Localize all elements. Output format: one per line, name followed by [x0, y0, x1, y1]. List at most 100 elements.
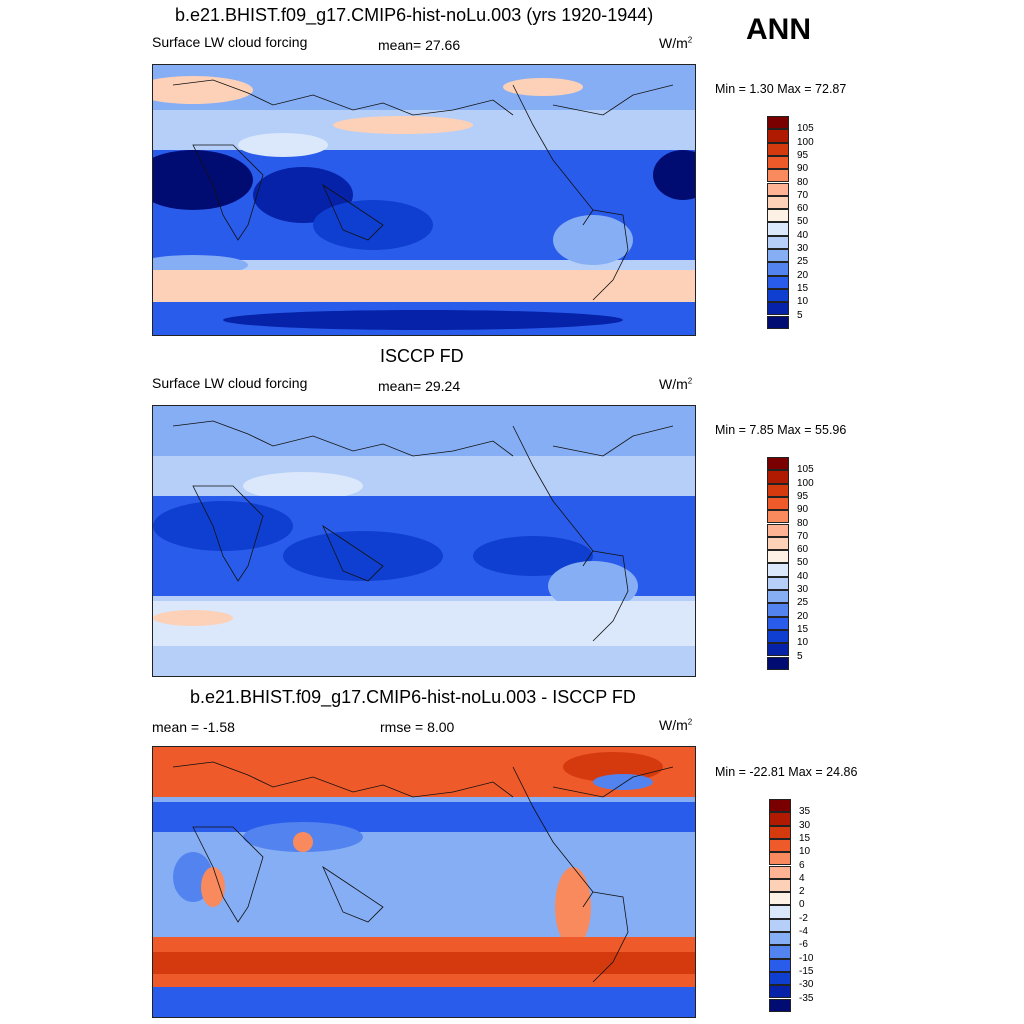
colorbar-swatch [767, 275, 789, 289]
colorbar-swatch [767, 523, 789, 537]
colorbar-tick-label: -30 [799, 979, 814, 991]
colorbar-swatch [767, 496, 789, 511]
panel2-units: W/m2 [659, 376, 693, 392]
colorbar-tick-label: 60 [797, 203, 809, 215]
colorbar-tick-label: 100 [797, 136, 814, 148]
colorbar-tick-label: -35 [799, 992, 814, 1004]
panel3-mean-label: mean = -1.58 [152, 719, 235, 735]
colorbar-tick-label: 80 [797, 517, 809, 529]
colorbar-swatch [767, 510, 789, 524]
colorbar-swatch [767, 563, 789, 577]
colorbar-tick-label: 50 [797, 557, 809, 569]
colorbar-swatch [767, 288, 789, 303]
colorbar-swatch [767, 249, 789, 263]
colorbar-tick-label: 20 [797, 269, 809, 281]
panel3-title: b.e21.BHIST.f09_g17.CMIP6-hist-noLu.003 … [190, 687, 636, 707]
panel2-colorbar: 105 100 95 90 80 70 60 50 40 30 25 20 15 10 5 [767, 457, 827, 670]
panel1-map [152, 64, 696, 336]
panel2-title: ISCCP FD [380, 346, 464, 366]
colorbar-tick-label: 5 [797, 309, 803, 321]
colorbar-swatch [769, 918, 791, 932]
colorbar-tick-label: 90 [797, 163, 809, 175]
colorbar-tick-label: 6 [799, 859, 805, 871]
colorbar-tick-label: 100 [797, 477, 814, 489]
colorbar-tick-label: 40 [797, 229, 809, 241]
panel2-map-canvas [153, 406, 695, 676]
colorbar-tick-label: -2 [799, 912, 808, 924]
colorbar-tick-label: 60 [797, 544, 809, 556]
panel1-colorbar: 105 100 95 90 80 70 60 50 40 30 25 20 15 10 5 [767, 116, 827, 329]
colorbar-tick-label: 25 [797, 597, 809, 609]
colorbar-swatch [767, 302, 789, 316]
colorbar-tick-label: 70 [797, 189, 809, 201]
colorbar-tick-label: 70 [797, 530, 809, 542]
colorbar-swatch [767, 457, 789, 471]
colorbar-swatch [769, 865, 791, 879]
colorbar-swatch [767, 209, 789, 223]
colorbar-swatch [767, 222, 789, 236]
colorbar-tick-label: 5 [797, 650, 803, 662]
colorbar-tick-label: -10 [799, 952, 814, 964]
colorbar-swatch [767, 616, 789, 630]
colorbar-tick-label: 30 [797, 243, 809, 254]
colorbar-tick-label: 25 [797, 256, 809, 268]
colorbar-tick-label: 80 [797, 176, 809, 188]
colorbar-swatch [767, 129, 789, 143]
colorbar-swatch [769, 971, 791, 986]
season-label: ANN [746, 13, 811, 46]
colorbar-swatch [767, 576, 789, 590]
colorbar-tick-label: -6 [799, 939, 808, 951]
colorbar-swatch [769, 799, 791, 813]
colorbar-tick-label: 15 [797, 623, 809, 635]
panel2-minmax: Min = 7.85 Max = 55.96 [715, 423, 847, 437]
colorbar-swatch [767, 235, 789, 249]
colorbar-tick-label: 95 [797, 149, 809, 161]
colorbar-swatch [769, 812, 791, 826]
panel3-map-canvas [153, 747, 695, 1017]
colorbar-swatch [767, 116, 789, 130]
colorbar-swatch [769, 878, 791, 893]
colorbar-tick-label: -4 [799, 926, 808, 937]
colorbar-tick-label: 4 [799, 872, 805, 884]
colorbar-swatch [769, 852, 791, 866]
colorbar-tick-label: 50 [797, 216, 809, 228]
colorbar-tick-label: 15 [799, 832, 811, 844]
colorbar-tick-label: 105 [797, 464, 814, 476]
colorbar-swatch [767, 169, 789, 183]
colorbar-swatch [767, 590, 789, 604]
colorbar-swatch [767, 603, 789, 617]
panel2-map [152, 405, 696, 677]
colorbar-tick-label: 40 [797, 570, 809, 582]
colorbar-tick-label: 10 [797, 296, 809, 308]
colorbar-swatch [767, 155, 789, 170]
colorbar-tick-label: -15 [799, 965, 814, 977]
panel1-title: b.e21.BHIST.f09_g17.CMIP6-hist-noLu.003 … [175, 5, 654, 25]
panel3-map [152, 746, 696, 1018]
colorbar-tick-label: 105 [797, 123, 814, 135]
colorbar-tick-label: 30 [799, 819, 811, 831]
panel1-units: W/m2 [659, 35, 693, 51]
colorbar-swatch [767, 195, 789, 210]
colorbar-swatch [769, 905, 791, 919]
panel3-rmse-label: rmse = 8.00 [380, 719, 455, 735]
colorbar-swatch [767, 142, 789, 156]
panel1-mean-label: mean= 27.66 [378, 37, 461, 53]
panel1-minmax: Min = 1.30 Max = 72.87 [715, 82, 847, 96]
colorbar-tick-label: 35 [799, 806, 811, 818]
colorbar-swatch [767, 470, 789, 484]
colorbar-swatch [769, 838, 791, 853]
colorbar-swatch [767, 262, 789, 276]
colorbar-swatch [769, 998, 791, 1012]
colorbar-swatch [767, 550, 789, 564]
colorbar-swatch [769, 825, 791, 839]
colorbar-tick-label: 10 [797, 637, 809, 649]
colorbar-tick-label: 20 [797, 610, 809, 622]
colorbar-swatch [767, 483, 789, 497]
colorbar-tick-label: 15 [797, 282, 809, 294]
panel3-colorbar: 35 30 15 10 6 4 2 0 -2 -4 -6 -10 -15 -30 -35 [769, 799, 829, 1012]
colorbar-swatch [767, 629, 789, 644]
panel2-mean-label: mean= 29.24 [378, 378, 461, 394]
colorbar-tick-label: 30 [797, 584, 809, 595]
colorbar-swatch [767, 315, 789, 329]
colorbar-swatch [769, 985, 791, 999]
